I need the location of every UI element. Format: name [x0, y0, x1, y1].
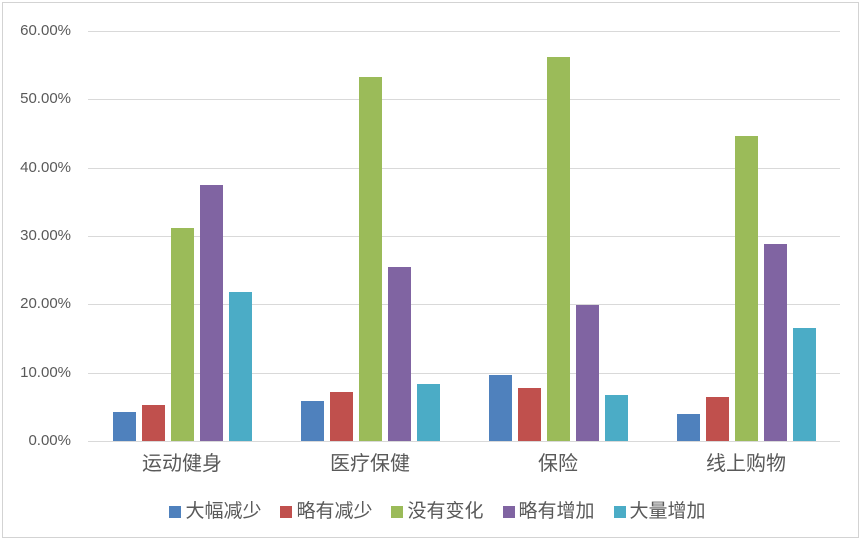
bar-医疗保健-略有减少 [329, 392, 353, 441]
gridline-20pct [88, 304, 840, 306]
legend-label-没有变化: 没有变化 [407, 501, 484, 522]
x-category-label-保险: 保险 [538, 453, 578, 475]
y-tick-label-10pct: 10.00% [20, 363, 71, 381]
bar-线上购物-没有变化 [734, 136, 758, 441]
bar-运动健身-大量增加 [228, 292, 252, 441]
bar-保险-略有减少 [517, 388, 541, 441]
bar-保险-没有变化 [546, 56, 570, 441]
x-category-label-线上购物: 线上购物 [706, 453, 786, 475]
bar-医疗保健-略有增加 [387, 266, 411, 441]
legend-item-没有变化: 没有变化 [391, 501, 484, 523]
legend: 大幅减少 略有减少 没有变化 略有增加 大量增加 [17, 500, 858, 524]
plot-area [88, 31, 840, 442]
y-tick-label-60pct: 60.00% [20, 22, 71, 39]
gridline-50pct [88, 99, 840, 101]
x-category-label-运动健身: 运动健身 [142, 453, 222, 475]
legend-item-大幅减少: 大幅减少 [169, 501, 261, 523]
bar-保险-大幅减少 [488, 375, 512, 441]
bar-医疗保健-没有变化 [358, 77, 382, 441]
gridline-40pct [88, 167, 840, 169]
gridline-10pct [88, 372, 840, 374]
legend-swatch-略有减少 [280, 506, 293, 518]
legend-label-大量增加: 大量增加 [629, 501, 706, 522]
legend-label-略有减少: 略有减少 [296, 501, 373, 522]
legend-swatch-略有增加 [502, 506, 515, 518]
chart-frame: 0.00% 10.00% 20.00% 30.00% 40.00% 50.00% 60.00… [2, 2, 859, 538]
x-category-label-医疗保健: 医疗保健 [330, 453, 410, 475]
bar-线上购物-略有增加 [763, 243, 787, 441]
bar-医疗保健-大量增加 [416, 383, 440, 441]
bar-保险-大量增加 [604, 395, 628, 441]
y-tick-label-30pct: 30.00% [20, 227, 71, 244]
x-axis: 运动健身 医疗保健 保险 线上购物 [88, 451, 840, 477]
legend-swatch-大幅减少 [169, 506, 182, 518]
bar-线上购物-大幅减少 [676, 414, 700, 441]
x-axis-line [88, 441, 840, 442]
bar-线上购物-大量增加 [792, 327, 816, 441]
y-tick-label-20pct: 20.00% [20, 295, 71, 313]
legend-label-略有增加: 略有增加 [518, 501, 595, 522]
bar-保险-略有增加 [575, 305, 599, 441]
legend-swatch-大量增加 [613, 506, 626, 518]
bar-运动健身-略有减少 [141, 405, 165, 441]
y-tick-label-0pct: 0.00% [28, 432, 71, 449]
legend-item-略有增加: 略有增加 [502, 501, 595, 523]
bar-运动健身-没有变化 [170, 228, 194, 441]
y-tick-label-50pct: 50.00% [20, 90, 71, 108]
legend-item-略有减少: 略有减少 [280, 501, 372, 523]
y-tick-label-40pct: 40.00% [20, 158, 71, 176]
gridline-30pct [88, 236, 840, 237]
legend-label-大幅减少: 大幅减少 [185, 501, 262, 522]
bar-医疗保健-大幅减少 [300, 400, 324, 441]
legend-swatch-没有变化 [391, 506, 404, 518]
legend-item-大量增加: 大量增加 [613, 501, 706, 523]
bar-运动健身-大幅减少 [112, 411, 136, 441]
gridline-60pct [88, 31, 840, 32]
bar-线上购物-略有减少 [705, 397, 729, 441]
bar-运动健身-略有增加 [199, 184, 223, 441]
